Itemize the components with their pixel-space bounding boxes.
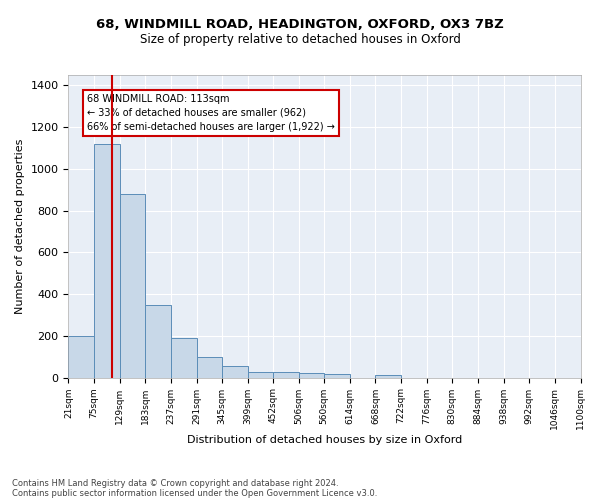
Bar bbox=[376, 375, 401, 378]
Bar bbox=[299, 374, 324, 378]
Text: Size of property relative to detached houses in Oxford: Size of property relative to detached ho… bbox=[140, 32, 460, 46]
Bar bbox=[197, 356, 222, 378]
Text: Contains public sector information licensed under the Open Government Licence v3: Contains public sector information licen… bbox=[12, 488, 377, 498]
Text: Contains HM Land Registry data © Crown copyright and database right 2024.: Contains HM Land Registry data © Crown c… bbox=[12, 478, 338, 488]
Bar bbox=[324, 374, 350, 378]
Bar bbox=[171, 338, 197, 378]
X-axis label: Distribution of detached houses by size in Oxford: Distribution of detached houses by size … bbox=[187, 435, 462, 445]
Bar bbox=[119, 194, 145, 378]
Bar bbox=[273, 372, 299, 378]
Bar bbox=[68, 336, 94, 378]
Bar bbox=[248, 372, 274, 378]
Bar bbox=[94, 144, 119, 378]
Text: 68 WINDMILL ROAD: 113sqm
← 33% of detached houses are smaller (962)
66% of semi-: 68 WINDMILL ROAD: 113sqm ← 33% of detach… bbox=[87, 94, 335, 132]
Text: 68, WINDMILL ROAD, HEADINGTON, OXFORD, OX3 7BZ: 68, WINDMILL ROAD, HEADINGTON, OXFORD, O… bbox=[96, 18, 504, 30]
Y-axis label: Number of detached properties: Number of detached properties bbox=[15, 138, 25, 314]
Bar bbox=[222, 366, 248, 378]
Bar bbox=[145, 304, 171, 378]
